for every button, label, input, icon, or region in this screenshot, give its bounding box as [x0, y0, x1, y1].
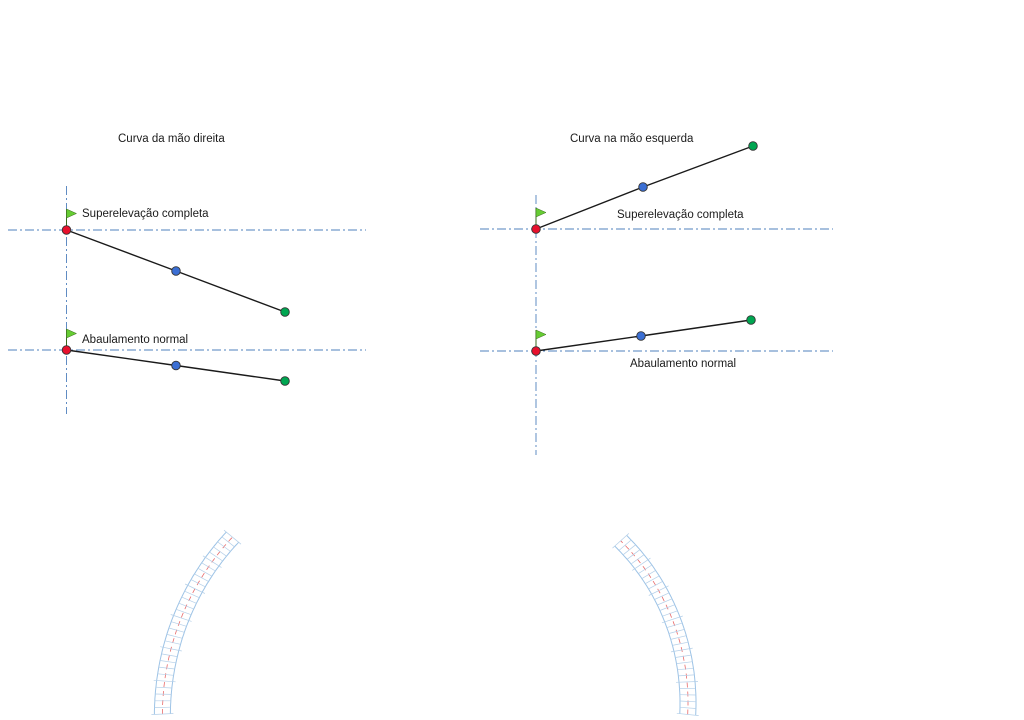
alignment-plan-strip	[151, 529, 242, 715]
strip-station-tick	[675, 654, 692, 658]
strip-station-tick	[630, 554, 645, 565]
grip-mid-blue[interactable]	[636, 331, 646, 341]
grip-end-green[interactable]	[748, 141, 758, 151]
strip-station-tick	[158, 666, 175, 670]
panel-title-right-hand-curve: Curva da mão direita	[118, 133, 225, 145]
strip-station-tick	[209, 551, 223, 562]
strip-station-tick	[679, 700, 697, 703]
strip-inner-edge	[169, 541, 239, 714]
strip-station-tick	[171, 621, 187, 627]
strip-station-tick	[194, 573, 209, 582]
strip-station-tick	[676, 661, 693, 664]
strip-station-tick	[181, 596, 197, 604]
strip-station-tick	[166, 634, 183, 639]
strip-station-tick	[223, 529, 242, 545]
strip-station-tick	[622, 544, 636, 556]
strip-station-tick	[178, 602, 194, 610]
alignment-plan-strip	[612, 533, 699, 716]
strip-station-tick	[160, 646, 182, 652]
strip-station-tick	[618, 539, 632, 551]
strip-inner-edge	[614, 545, 681, 714]
strip-station-tick	[217, 541, 231, 552]
strip-station-tick	[672, 641, 689, 646]
grip-mid-blue[interactable]	[171, 360, 181, 371]
label-full-superelevation-right-panel: Superelevação completa	[617, 209, 744, 221]
strip-station-tick	[638, 564, 653, 574]
strip-outer-edge	[153, 531, 227, 715]
strip-station-tick	[659, 604, 675, 611]
critical-station-flag-icon	[66, 208, 78, 226]
grip-start-red[interactable]	[531, 346, 541, 356]
strip-station-tick	[679, 706, 696, 709]
strip-station-tick	[184, 590, 200, 599]
strip-station-tick	[160, 660, 176, 664]
panel-title-left-hand-curve: Curva na mão esquerda	[570, 133, 694, 145]
strip-station-tick	[168, 627, 185, 633]
strip-station-tick	[213, 546, 227, 557]
strip-station-tick	[675, 681, 699, 683]
strip-station-tick	[202, 555, 222, 568]
grip-mid-blue[interactable]	[638, 182, 648, 192]
strip-station-tick	[668, 629, 685, 634]
strip-station-tick	[677, 667, 694, 671]
strip-station-tick	[657, 598, 673, 606]
grip-end-green[interactable]	[746, 315, 756, 325]
strip-station-tick	[161, 653, 178, 657]
strip-station-tick	[676, 712, 699, 716]
strip-station-tick	[641, 570, 656, 579]
strip-station-tick	[201, 562, 216, 572]
critical-station-flag-icon	[66, 328, 78, 346]
superelevation-panel	[480, 141, 833, 455]
strip-station-tick	[190, 579, 206, 588]
grip-start-red[interactable]	[61, 225, 72, 235]
strip-station-tick	[164, 640, 181, 645]
strip-station-tick	[662, 610, 678, 617]
grip-end-green[interactable]	[280, 307, 290, 317]
strip-station-tick	[626, 549, 641, 560]
strip-station-tick	[153, 679, 176, 683]
strip-station-tick	[632, 557, 651, 571]
label-normal-crown-left-panel: Abaulamento normal	[82, 334, 189, 346]
strip-station-tick	[666, 622, 683, 628]
strip-centerline	[162, 536, 233, 714]
strip-station-tick	[670, 635, 687, 640]
critical-station-flag-icon	[535, 207, 547, 225]
strip-station-tick	[221, 536, 235, 548]
strip-station-tick	[645, 575, 660, 585]
strip-station-tick	[612, 533, 630, 549]
superelevation-panel	[8, 186, 366, 414]
strip-station-tick	[678, 674, 695, 677]
strip-station-tick	[184, 583, 206, 594]
grip-end-green[interactable]	[280, 376, 290, 386]
strip-station-tick	[151, 713, 174, 715]
strip-station-tick	[157, 673, 174, 676]
strip-station-tick	[654, 592, 670, 600]
strip-station-tick	[648, 585, 669, 596]
critical-station-flag-icon	[535, 329, 547, 347]
strip-station-tick	[648, 581, 663, 590]
label-normal-crown-right-panel: Abaulamento normal	[630, 358, 737, 370]
strip-station-tick	[170, 614, 192, 622]
strip-station-tick	[661, 615, 683, 624]
strip-station-tick	[175, 608, 192, 616]
strip-centerline	[620, 540, 689, 715]
grip-start-red[interactable]	[531, 224, 541, 234]
grip-start-red[interactable]	[61, 345, 72, 355]
strip-station-tick	[155, 686, 172, 689]
strip-station-tick	[670, 647, 693, 653]
grip-mid-blue[interactable]	[171, 266, 181, 276]
label-full-superelevation-left-panel: Superelevação completa	[82, 208, 209, 220]
strip-station-tick	[197, 567, 213, 577]
